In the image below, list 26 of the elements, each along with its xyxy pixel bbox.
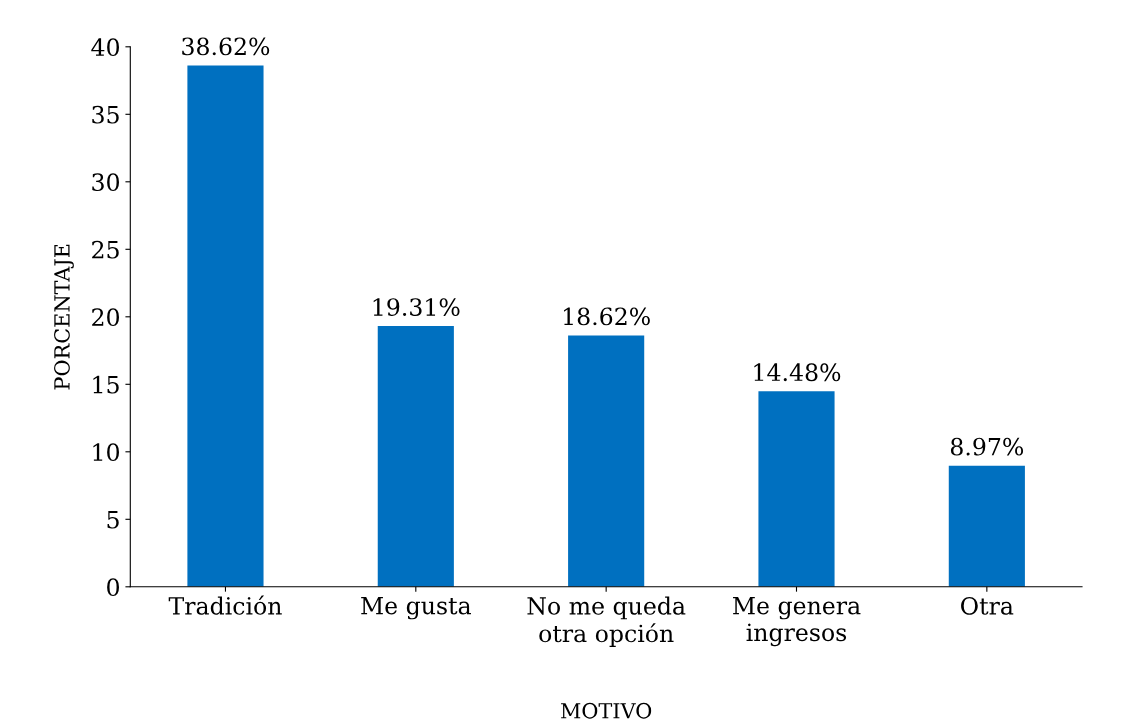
bar	[758, 391, 835, 587]
data-label: 14.48%	[754, 363, 841, 382]
x-tick-label: No me queda otra opción	[527, 596, 686, 647]
data-label: 38.62%	[182, 37, 270, 56]
bar	[187, 65, 264, 587]
y-tick-label: 15	[93, 375, 119, 394]
bar	[377, 326, 454, 587]
x-tick-label: Me genera ingresos	[733, 596, 861, 647]
y-tick-label: 0	[107, 578, 119, 597]
y-axis-title: PORCENTAJE	[54, 244, 74, 390]
bar	[568, 335, 645, 587]
y-tick-label: 40	[91, 38, 119, 57]
data-label: 8.97%	[950, 437, 1024, 456]
data-label: 19.31%	[373, 298, 460, 316]
x-tick-label: Tradición	[168, 595, 282, 615]
y-tick-label: 25	[92, 240, 119, 259]
y-tick-label: 20	[92, 308, 119, 327]
x-axis-title: MOTIVO	[561, 702, 652, 719]
data-label: 18.62%	[564, 307, 650, 326]
y-tick-label: 5	[107, 511, 119, 529]
y-tick-label: 30	[92, 173, 119, 192]
x-tick-label: Me gusta	[361, 596, 471, 620]
x-tick-label: Otra	[961, 596, 1014, 615]
y-tick-label: 10	[93, 443, 119, 462]
bar	[948, 465, 1025, 587]
y-tick-label: 35	[92, 105, 119, 124]
